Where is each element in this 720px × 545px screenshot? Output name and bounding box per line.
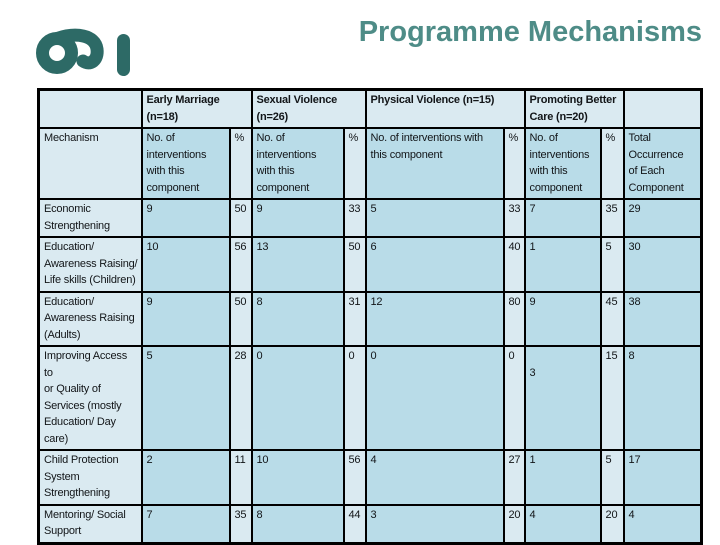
value-cell: 29 [622,198,703,238]
value-cell: 50 [228,290,253,347]
value-cell: 0 [342,345,367,451]
value-cell: 10 [140,236,231,293]
sub-header-cell: % [599,127,625,200]
mechanism-cell: Education/ Awareness Raising (Adults) [37,290,143,347]
value-cell: 40 [502,236,526,293]
value-cell: 4 [364,449,505,506]
value-cell: 35 [599,198,625,238]
table-head: Early Marriage (n=18) Sexual Violence (n=… [37,88,703,200]
mechanism-cell: Education/ Awareness Raising/ Life skill… [37,236,143,293]
value-cell: 17 [622,449,703,506]
value-cell: 56 [228,236,253,293]
value-cell: 44 [342,503,367,544]
value-cell: 2 [140,449,231,506]
table-row: Education/ Awareness Raising (Adults) 9 50… [37,290,703,347]
mechanism-cell: Mentoring/ Social Support [37,503,143,544]
odi-logo-hook [50,28,104,70]
value-cell: 8 [622,345,703,451]
value-cell: 1 [523,236,602,293]
mechanism-cell: Economic Strengthening [37,198,143,238]
group-header-cell: Promoting Better Care (n=20) [523,88,625,129]
sub-header-cell: No. of interventions with this component [523,127,602,200]
value-cell: 3 [364,503,505,544]
table-row: Economic Strengthening 9 50 9 33 5 33 7 35 29 [37,198,703,238]
value-cell: 80 [502,290,526,347]
value-cell: 4 [622,503,703,544]
value-cell: 3 [523,345,602,451]
value-cell: 50 [228,198,253,238]
sub-header-cell: % [502,127,526,200]
value-cell: 9 [140,198,231,238]
value-cell: 56 [342,449,367,506]
mechanism-cell: Improving Access to or Quality of Servic… [37,345,143,451]
value-cell: 9 [250,198,345,238]
value-cell: 8 [250,503,345,544]
value-cell: 12 [364,290,505,347]
odi-logo-bar [117,34,130,76]
value-cell: 1 [523,449,602,506]
sub-header-cell: % [342,127,367,200]
sub-header-cell: % [228,127,253,200]
sub-header-cell: No. of interventions with this component [140,127,231,200]
table-row: Mentoring/ Social Support 7 35 8 44 3 20 4 20 4 [37,503,703,544]
value-cell: 7 [523,198,602,238]
value-cell: 5 [364,198,505,238]
value-cell: 31 [342,290,367,347]
group-header-cell [622,88,703,129]
table-row: Education/ Awareness Raising/ Life skill… [37,236,703,293]
value-cell: 13 [250,236,345,293]
value-cell: 5 [599,236,625,293]
value-cell: 45 [599,290,625,347]
table-row: Improving Access to or Quality of Servic… [37,345,703,451]
value-cell: 6 [364,236,505,293]
value-cell: 50 [342,236,367,293]
value-cell: 9 [523,290,602,347]
value-cell: 11 [228,449,253,506]
value-cell: 27 [502,449,526,506]
value-cell: 15 [599,345,625,451]
group-header-cell: Sexual Violence (n=26) [250,88,367,129]
value-cell: 7 [140,503,231,544]
value-cell: 33 [502,198,526,238]
group-header-cell: Early Marriage (n=18) [140,88,253,129]
value-cell: 35 [228,503,253,544]
sub-header-cell: No. of interventions with this component [250,127,345,200]
value-cell: 9 [140,290,231,347]
slide-title: Programme Mechanisms [358,16,702,48]
value-cell: 5 [140,345,231,451]
value-cell: 4 [523,503,602,544]
value-cell: 20 [502,503,526,544]
value-cell: 5 [599,449,625,506]
odi-logo [36,28,130,76]
value-cell: 30 [622,236,703,293]
value-cell: 8 [250,290,345,347]
value-cell: 20 [599,503,625,544]
value-cell: 10 [250,449,345,506]
mechanism-header-cell: Mechanism [37,127,143,200]
group-header-row: Early Marriage (n=18) Sexual Violence (n=… [37,88,703,129]
sub-header-cell: Total Occurrence of Each Component [622,127,703,200]
value-cell: 33 [342,198,367,238]
value-cell: 38 [622,290,703,347]
group-header-cell [37,88,143,129]
table-body: Economic Strengthening 9 50 9 33 5 33 7 35 29 Educ… [37,198,703,544]
group-header-cell: Physical Violence (n=15) [364,88,526,129]
value-cell: 28 [228,345,253,451]
table-row: Child Protection System Strengthening 2 11… [37,449,703,506]
sub-header-cell: No. of interventions with this component [364,127,505,200]
value-cell: 0 [364,345,505,451]
value-cell: 0 [502,345,526,451]
mechanism-cell: Child Protection System Strengthening [37,449,143,506]
sub-header-row: Mechanism No. of interventions with this … [37,127,703,200]
value-cell: 0 [250,345,345,451]
programme-mechanisms-table: Early Marriage (n=18) Sexual Violence (n=… [37,88,704,545]
